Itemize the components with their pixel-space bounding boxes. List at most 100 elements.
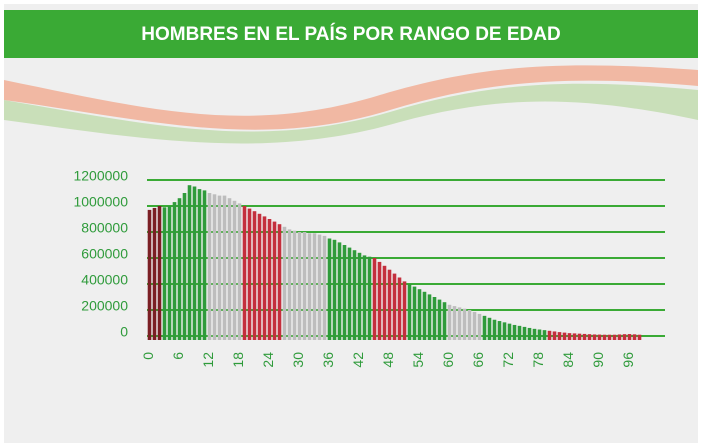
- bar: [608, 335, 612, 340]
- bar: [188, 185, 192, 340]
- bar: [523, 327, 527, 340]
- bar: [618, 334, 622, 340]
- y-tick-label: 0: [120, 324, 128, 340]
- bar: [303, 232, 307, 340]
- bar: [528, 328, 532, 340]
- bar: [448, 305, 452, 340]
- bar: [628, 334, 632, 340]
- x-tick-label: 54: [410, 352, 426, 368]
- bar: [588, 334, 592, 340]
- bar: [518, 326, 522, 340]
- x-tick-label: 42: [350, 352, 366, 368]
- bar: [243, 206, 247, 340]
- x-tick-label: 36: [320, 352, 336, 368]
- bar: [623, 334, 627, 340]
- y-tick-label: 200000: [81, 298, 128, 314]
- bar: [373, 258, 377, 340]
- bar: [428, 294, 432, 340]
- bar: [548, 331, 552, 340]
- bar: [368, 257, 372, 340]
- bar: [278, 224, 282, 340]
- bar: [513, 325, 517, 340]
- bar: [603, 335, 607, 340]
- bar: [218, 196, 222, 340]
- bar: [173, 202, 177, 340]
- bar: [398, 278, 402, 341]
- bar: [363, 255, 367, 340]
- bar: [538, 330, 542, 341]
- bar: [268, 219, 272, 340]
- bar: [358, 253, 362, 340]
- bar: [313, 233, 317, 340]
- x-tick-label: 66: [470, 352, 486, 368]
- bar: [248, 209, 252, 340]
- bar: [388, 270, 392, 340]
- bar: [533, 329, 537, 340]
- bar: [293, 231, 297, 340]
- chart: HOMBRES EN EL PAÍS POR RANGO DE EDAD 0 20…: [0, 0, 702, 447]
- bar: [638, 335, 642, 340]
- bar: [483, 316, 487, 340]
- bar: [463, 309, 467, 340]
- x-tick-label: 84: [560, 352, 576, 368]
- bar: [228, 198, 232, 340]
- page: {"chart_data": { "type": "bar", "title":…: [0, 0, 702, 447]
- bar: [498, 321, 502, 340]
- bar: [163, 207, 167, 340]
- bar: [208, 193, 212, 340]
- bar: [343, 245, 347, 340]
- x-tick-label: 96: [620, 352, 636, 368]
- bar: [433, 297, 437, 340]
- bar: [488, 318, 492, 340]
- y-tick-label: 1200000: [73, 168, 128, 184]
- bar: [348, 248, 352, 340]
- y-tick-label: 800000: [81, 220, 128, 236]
- bar: [568, 333, 572, 340]
- bar: [283, 227, 287, 340]
- bar: [193, 187, 197, 341]
- bar: [458, 307, 462, 340]
- bar: [178, 198, 182, 340]
- bar: [168, 206, 172, 340]
- bar: [598, 335, 602, 340]
- bar: [213, 194, 217, 340]
- bar: [468, 310, 472, 340]
- bar: [443, 302, 447, 340]
- x-tick-label: 30: [290, 352, 306, 368]
- bar: [583, 334, 587, 340]
- bar: [403, 281, 407, 340]
- bar: [183, 193, 187, 340]
- x-tick-label: 12: [200, 352, 216, 368]
- y-tick-label: 400000: [81, 272, 128, 288]
- x-tick-label: 0: [140, 352, 156, 360]
- y-tick-label: 1000000: [73, 194, 128, 210]
- bar: [578, 334, 582, 340]
- x-tick-label: 60: [440, 352, 456, 368]
- bar: [383, 266, 387, 340]
- bar: [418, 289, 422, 340]
- bar: [423, 292, 427, 340]
- bar: [438, 300, 442, 340]
- bar: [378, 262, 382, 340]
- x-tick-label: 18: [230, 352, 246, 368]
- x-tick-label: 24: [260, 352, 276, 368]
- chart-title: HOMBRES EN EL PAÍS POR RANGO DE EDAD: [141, 23, 560, 45]
- y-tick-label: 600000: [81, 246, 128, 262]
- bar: [573, 333, 577, 340]
- x-tick-label: 48: [380, 352, 396, 368]
- bar: [263, 216, 267, 340]
- bar: [328, 239, 332, 341]
- bar: [563, 333, 567, 340]
- bar: [543, 330, 547, 340]
- bar: [613, 335, 617, 340]
- bar: [153, 208, 157, 340]
- bar: [453, 306, 457, 340]
- bar: [203, 190, 207, 340]
- bar: [288, 229, 292, 340]
- bar: [413, 287, 417, 340]
- bar: [338, 242, 342, 340]
- bar: [148, 210, 152, 340]
- bar: [253, 211, 257, 340]
- bar: [233, 201, 237, 340]
- bar: [158, 206, 162, 340]
